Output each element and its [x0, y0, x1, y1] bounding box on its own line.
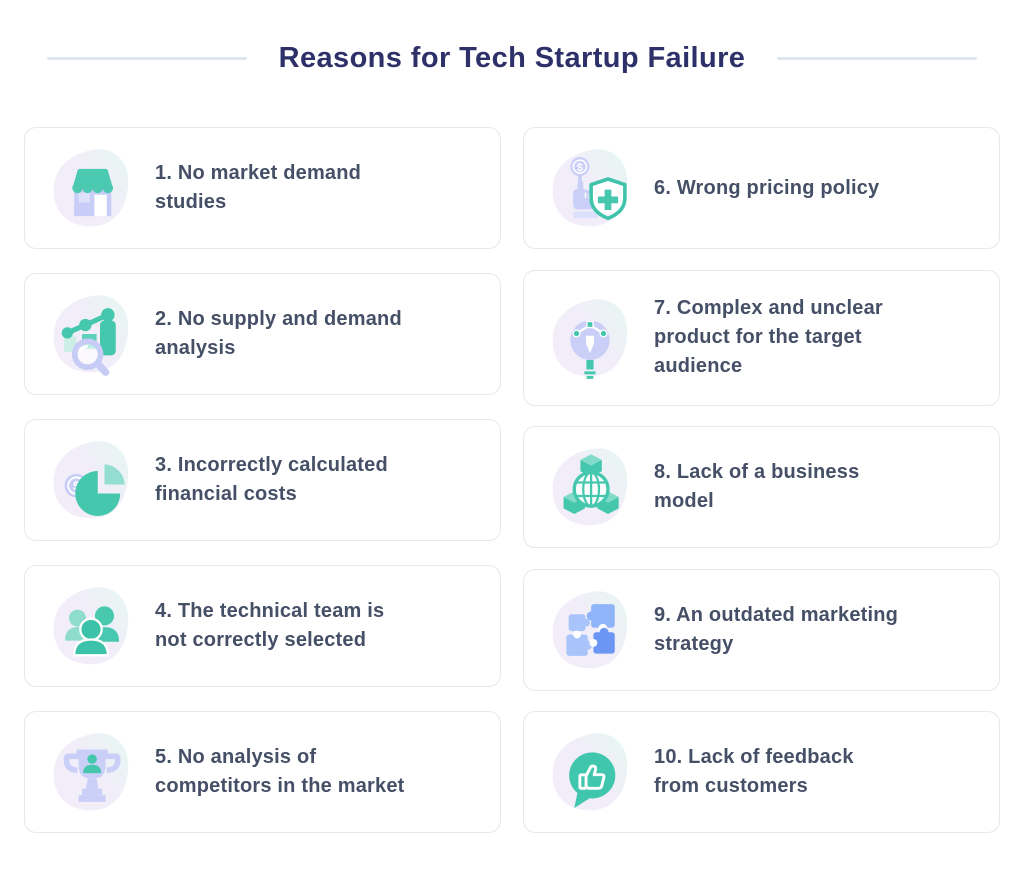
- svg-text:$: $: [577, 162, 583, 174]
- card-no-competitor-analysis: 5. No analysis of competitors in the mar…: [24, 711, 501, 833]
- storefront-icon: [45, 142, 137, 234]
- card-label: 2. No supply and demand analysis: [155, 308, 402, 359]
- card-label: 3. Incorrectly calculated financial cost…: [155, 454, 388, 505]
- card-label: 8. Lack of a business model: [654, 461, 860, 512]
- globe-cubes-icon: [544, 441, 636, 533]
- team-icon: [45, 580, 137, 672]
- card-wrong-pricing-policy: $ 6. Wrong pricing policy: [523, 127, 1000, 249]
- feedback-thumbs-up-icon: [544, 726, 636, 818]
- trophy-icon: [45, 726, 137, 818]
- cards-grid: 1. No market demand studies 2.: [0, 127, 1024, 833]
- card-label: 9. An outdated marketing strategy: [654, 603, 899, 655]
- card-complex-unclear-product: 7. Complex and unclear product for the t…: [523, 269, 1000, 406]
- card-label: 1. No market demand studies: [155, 162, 362, 213]
- pie-chart-coin-icon: $: [45, 434, 137, 526]
- card-technical-team: 4. The technical team is not correctly s…: [24, 565, 501, 687]
- svg-text:$: $: [73, 479, 80, 493]
- card-label: 6. Wrong pricing policy: [654, 176, 880, 199]
- card-lack-customer-feedback: 10. Lack of feedback from customers: [523, 711, 1000, 833]
- card-label: 4. The technical team is not correctly s…: [155, 600, 385, 651]
- card-label: 5. No analysis of competitors in the mar…: [155, 746, 405, 797]
- chart-magnifier-icon: [45, 288, 137, 380]
- lightbulb-design-icon: [544, 292, 636, 384]
- card-outdated-marketing-strategy: 9. An outdated marketing strategy: [523, 568, 1000, 691]
- puzzle-icon: [544, 584, 636, 676]
- page-header: Reasons for Tech Startup Failure: [0, 42, 1024, 75]
- title-divider-left: [46, 57, 247, 60]
- card-label: 10. Lack of feedback from customers: [654, 746, 854, 797]
- card-label: 7. Complex and unclear product for the t…: [654, 297, 883, 377]
- card-no-market-demand: 1. No market demand studies: [24, 127, 501, 249]
- card-no-supply-demand-analysis: 2. No supply and demand analysis: [24, 273, 501, 395]
- page-title: Reasons for Tech Startup Failure: [278, 42, 746, 74]
- cards-column-left: 1. No market demand studies 2.: [24, 127, 501, 833]
- card-lack-business-model: 8. Lack of a business model: [523, 426, 1000, 548]
- card-incorrect-financial-costs: $ 3. Incorrectly calculated financial co…: [24, 419, 501, 541]
- cards-column-right: $ 6. Wrong pricing policy: [523, 127, 1000, 833]
- price-shield-icon: $: [544, 142, 636, 234]
- title-divider-right: [777, 57, 978, 60]
